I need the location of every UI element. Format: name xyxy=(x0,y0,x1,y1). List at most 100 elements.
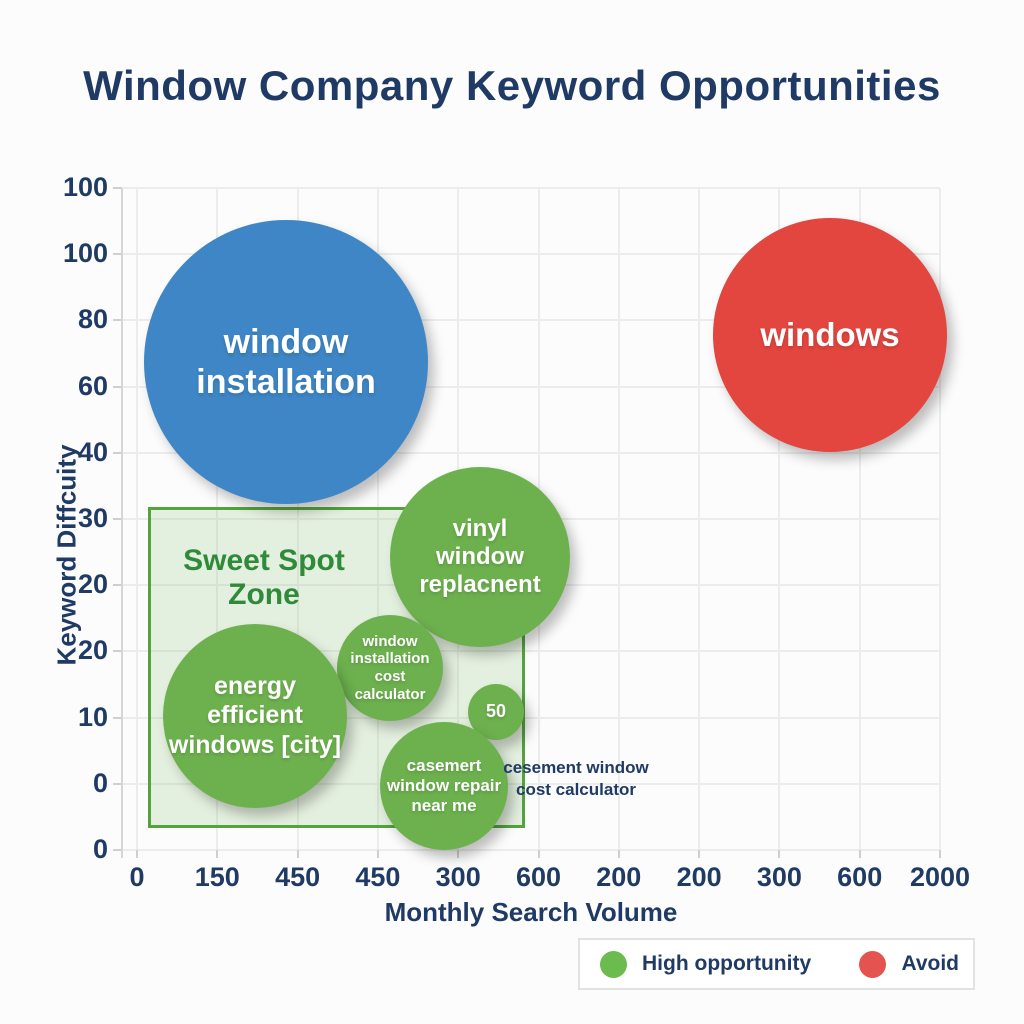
gridline-v xyxy=(216,188,219,850)
legend-item-high-opportunity: High opportunity xyxy=(600,950,812,978)
x-axis-tick xyxy=(457,850,460,858)
bubble-casemert-window-repair-near-me: casemert window repair near me xyxy=(380,722,508,850)
bubble-label-line: windows xyxy=(760,315,900,353)
y-tick-label: 10 xyxy=(77,701,108,732)
y-axis-tick xyxy=(113,782,122,785)
y-axis-tick xyxy=(113,187,122,189)
x-tick-label: 300 xyxy=(756,862,802,892)
x-axis-title: Monthly Search Volume xyxy=(384,897,678,927)
y-axis-tick xyxy=(113,849,122,851)
x-axis-tick xyxy=(698,850,701,858)
y-axis-tick xyxy=(113,253,122,256)
x-axis-tick xyxy=(617,850,620,858)
y-tick-label: 40 xyxy=(77,436,108,467)
gridline-v xyxy=(617,188,620,850)
y-tick-label: 100 xyxy=(62,172,108,202)
bubble-label-line: near me xyxy=(411,796,477,816)
gridline-v xyxy=(376,188,379,850)
bubble-label-line: installation xyxy=(196,363,376,401)
y-tick-label: 100 xyxy=(62,238,108,269)
gridline-h xyxy=(122,253,940,256)
bubble-label-line: energy xyxy=(214,671,296,700)
annotation-line1: cesement window xyxy=(503,758,649,777)
x-tick-label: 2000 xyxy=(909,862,971,892)
page-title: Window Company Keyword Opportunities xyxy=(83,62,941,109)
y-tick-label: 0 xyxy=(92,767,108,798)
x-axis-tick xyxy=(537,850,540,858)
legend: High opportunity Avoid xyxy=(578,938,975,990)
annotation-line2: cost calculator xyxy=(516,780,636,800)
bubble-label-line: window repair xyxy=(386,775,502,795)
y-axis-tick xyxy=(113,451,122,454)
x-tick-label: 450 xyxy=(275,862,321,892)
x-tick-label: 200 xyxy=(676,862,722,892)
x-tick-label: 450 xyxy=(355,862,401,892)
bubble-label-line: vinyl xyxy=(452,514,508,542)
gridline-v xyxy=(778,188,781,850)
bubble-label-line: casemert xyxy=(406,755,482,775)
x-axis-tick xyxy=(376,850,379,858)
gridline-h xyxy=(122,385,940,388)
bubble-label-line: efficient xyxy=(207,701,303,730)
y-tick-label: 20 xyxy=(77,635,108,666)
gridline-h xyxy=(122,319,940,322)
x-axis-tick xyxy=(136,850,138,858)
x-tick-label: 0 xyxy=(129,862,145,892)
gridline-v xyxy=(858,188,861,850)
gridline-v xyxy=(296,188,299,850)
bubble-label-line: window xyxy=(223,322,349,361)
bubble-label-line: window xyxy=(362,632,418,650)
y-axis-tick xyxy=(113,650,122,653)
gridline-v xyxy=(698,188,701,850)
y-tick-label: 30 xyxy=(77,503,108,533)
y-axis-tick xyxy=(113,319,122,322)
y-tick-label: 80 xyxy=(77,304,108,335)
bubble-vinyl-window-replacnent: vinyl window replacnent xyxy=(390,467,570,647)
sweet-spot-zone-label: Sweet Spot Zone xyxy=(148,544,380,611)
high-opportunity-dot-icon xyxy=(600,950,627,978)
y-tick-label: 0 xyxy=(92,834,108,864)
bubble-label-line: calculator xyxy=(354,685,426,703)
x-tick-label: 150 xyxy=(194,862,240,892)
y-axis-tick xyxy=(113,584,122,587)
x-axis-tick xyxy=(939,850,941,858)
x-tick-label: 300 xyxy=(435,862,481,892)
bubble-windows: windows xyxy=(713,218,947,452)
y-tick-label: 20 xyxy=(77,569,108,600)
legend-item-avoid: Avoid xyxy=(859,950,959,978)
sweet-spot-zone-label-line1: Sweet Spot xyxy=(183,544,345,577)
bubble-window-installation: window installation xyxy=(144,220,428,504)
y-axis-tick xyxy=(113,518,122,520)
x-tick-label: 600 xyxy=(515,862,562,892)
gridline-h xyxy=(122,782,940,785)
x-axis-tick xyxy=(296,850,299,858)
gridline-h xyxy=(122,849,940,851)
legend-label-high-opportunity: High opportunity xyxy=(642,952,812,975)
x-axis-tick xyxy=(778,850,781,858)
gridline-h xyxy=(122,451,940,454)
x-tick-label: 200 xyxy=(596,862,642,892)
bubble-label-line: installation cost xyxy=(350,650,430,685)
gridline-h xyxy=(122,650,940,653)
y-axis-tick xyxy=(113,716,122,719)
legend-label-avoid: Avoid xyxy=(901,952,959,975)
gridline-h xyxy=(122,187,940,189)
gridline-h xyxy=(122,716,940,719)
y-tick-label: 60 xyxy=(77,370,108,401)
bubble-label-line: window xyxy=(436,542,524,570)
y-axis-tick xyxy=(113,385,122,388)
x-axis-tick xyxy=(858,850,861,858)
annotation-cesement-window-cost-calculator: cesement window cost calculator xyxy=(496,757,656,801)
bubble-label-line: 50 xyxy=(485,701,507,722)
gridline-v xyxy=(136,188,138,850)
bubble-energy-efficient-windows-city: energy efficient windows [city] xyxy=(163,624,347,808)
y-axis-title: Keyword Diffcuity xyxy=(51,444,82,666)
bubble-label-line: windows [city] xyxy=(168,730,342,759)
bubble-label-line: replacnent xyxy=(419,571,541,599)
avoid-dot-icon xyxy=(859,950,887,978)
sweet-spot-zone-label-line2: Zone xyxy=(228,577,300,611)
y-axis-line xyxy=(121,188,123,858)
x-axis-tick xyxy=(216,850,219,858)
x-tick-label: 600 xyxy=(837,862,883,892)
